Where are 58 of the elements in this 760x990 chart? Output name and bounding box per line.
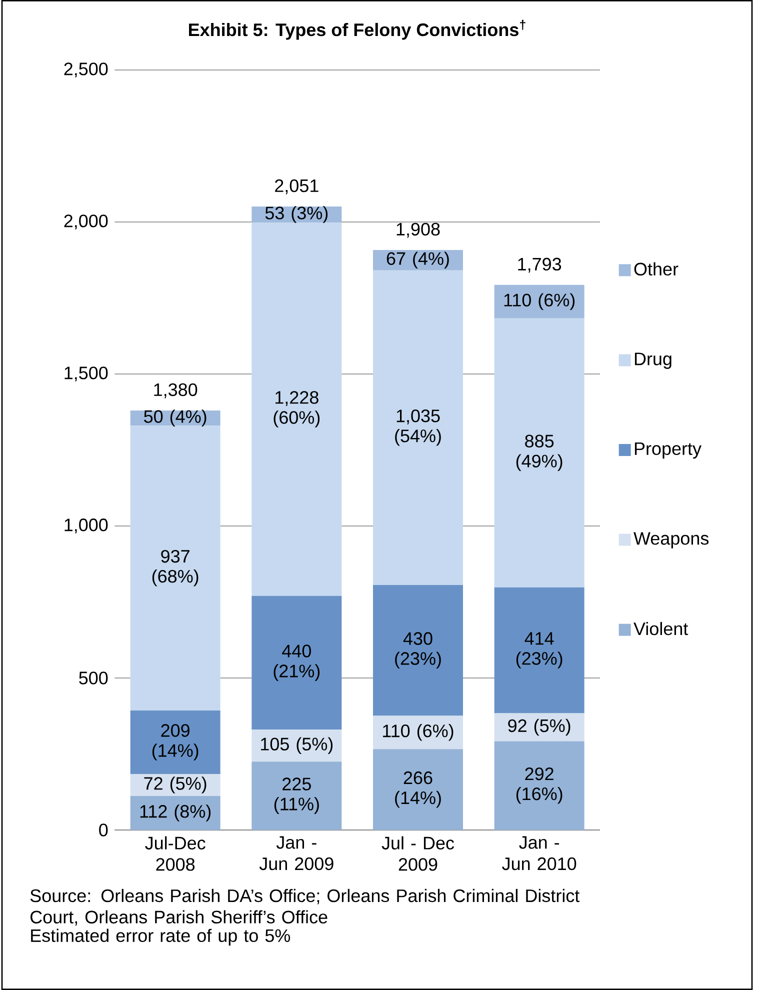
source-note: Source: Orleans Parish DA’s Office; Orleans Parish Criminal District Court, Orleans Parish Sheriff’s Office [30, 888, 580, 926]
data-label: 1,228 (60%) [274, 391, 320, 428]
bar [130, 710, 220, 774]
y-tick-label: 2,500 [64, 62, 108, 78]
bar [130, 796, 220, 830]
legend-label: Weapons [634, 532, 709, 548]
data-label: 50 (4%) [144, 410, 206, 426]
data-label: 414 (23%) [516, 632, 562, 668]
data-label: 430 (23%) [395, 632, 441, 668]
bar [372, 584, 463, 716]
legend-label: Drug [634, 352, 672, 369]
data-label: 67 (4%) [386, 252, 449, 269]
bar [494, 587, 584, 714]
legend-label: Other [634, 262, 678, 276]
data-label: 72 (5%) [144, 776, 206, 794]
bar [130, 426, 220, 711]
data-label: 110 (6%) [504, 293, 575, 310]
data-label: 937 (68%) [152, 550, 198, 586]
data-label: 440 (21%) [274, 644, 320, 681]
bar [372, 270, 463, 585]
bar [494, 284, 584, 318]
y-tick-label: 500 [79, 672, 108, 684]
x-tick-label: Jan - Jun 2009 [259, 836, 334, 870]
data-label: 225 (11%) [274, 778, 319, 814]
bar [494, 741, 584, 830]
text: Estimated error rate of up to 5% [31, 928, 290, 946]
data-label: 292 (16%) [516, 767, 562, 804]
bar [252, 596, 342, 730]
total-label: 1,380 [154, 383, 198, 398]
bar [494, 318, 584, 588]
bar [252, 762, 342, 830]
x-tick-label: Jan - Jun 2010 [502, 836, 576, 870]
data-label: 209 (14%) [152, 724, 198, 760]
x-tick-label: Jul-Dec 2008 [145, 836, 206, 871]
y-tick-label: 1,000 [64, 518, 108, 534]
legend-label: Property [634, 442, 702, 459]
total-label: 2,051 [275, 179, 318, 194]
data-label: 105 (5%) [261, 737, 333, 754]
data-label: 53 (3%) [265, 206, 328, 223]
data-label: 110 (6%) [383, 724, 454, 741]
data-label: 92 (5%) [508, 718, 570, 736]
bar [252, 222, 342, 596]
total-label: 1,908 [396, 222, 440, 238]
y-tick-label: 0 [99, 824, 108, 836]
y-tick-label: 1,500 [64, 366, 108, 382]
chart-title: Exhibit 5: Types of Felony Convictions$^{†}$ [189, 20, 526, 40]
bar [130, 774, 220, 796]
y-tick-label: 2,000 [64, 214, 108, 230]
x-tick-label: Jul - Dec 2009 [382, 836, 454, 871]
data-label: 885 (49%) [516, 434, 562, 472]
bar [372, 749, 463, 830]
legend-label: Violent [634, 622, 688, 636]
data-label: 112 (8%) [140, 804, 211, 822]
total-label: 1,793 [518, 258, 562, 273]
bar [372, 716, 463, 750]
bar [252, 730, 342, 762]
data-label: 266 (14%) [395, 771, 441, 808]
data-label: 1,035 (54%) [395, 410, 441, 446]
